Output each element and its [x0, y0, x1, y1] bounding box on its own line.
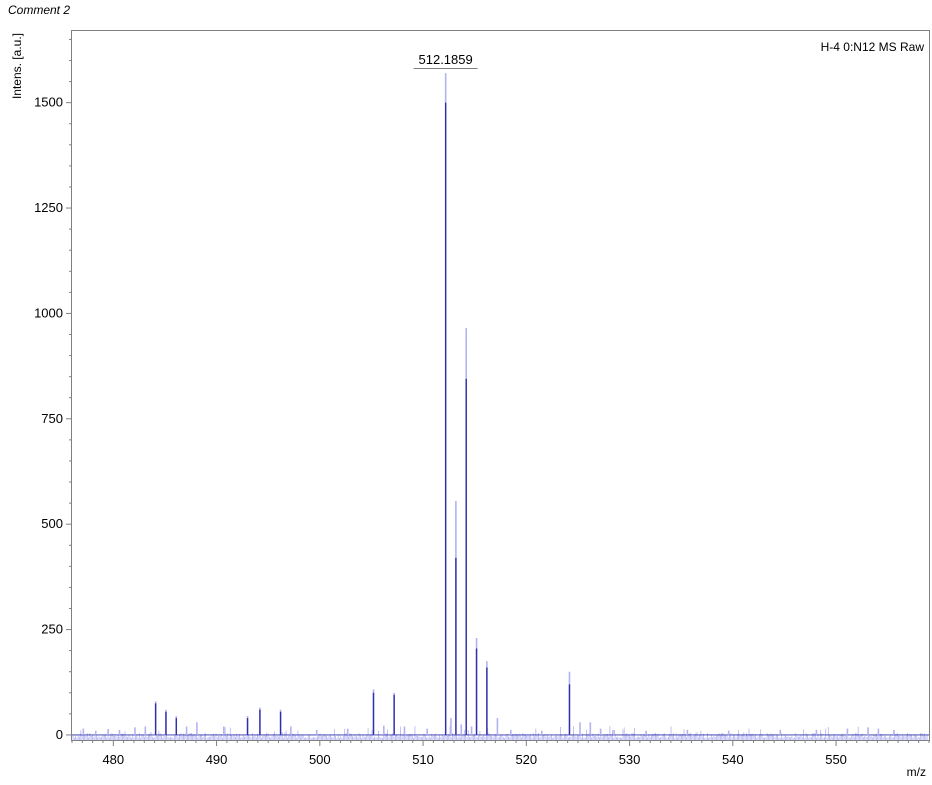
series-legend-label: H-4 0:N12 MS Raw [821, 40, 925, 54]
plot-frame [71, 30, 930, 741]
y-tick-label: 500 [41, 516, 63, 531]
x-axis-label: m/z [907, 765, 926, 779]
x-axis: 480 490 500 510 520 530 540 550 [71, 740, 930, 767]
y-axis: 0 250 500 750 1000 1250 1500 [34, 38, 72, 742]
x-tick-label: 550 [825, 752, 847, 767]
x-tick-label: 500 [309, 752, 331, 767]
y-tick-label: 250 [41, 622, 63, 637]
x-tick-label: 480 [102, 752, 124, 767]
baseline-noise [72, 726, 928, 740]
x-tick-label: 490 [206, 752, 228, 767]
y-tick-label: 0 [56, 727, 63, 742]
y-tick-label: 1250 [34, 200, 63, 215]
x-tick-label: 540 [722, 752, 744, 767]
peak-annotation: 512.1859 [413, 52, 478, 69]
y-tick-label: 1500 [34, 95, 63, 110]
peak-label: 512.1859 [419, 52, 473, 67]
x-tick-label: 510 [412, 752, 434, 767]
y-axis-label: Intens. [a.u.] [10, 33, 24, 99]
comment-title: Comment 2 [8, 3, 71, 17]
x-tick-label: 520 [515, 752, 537, 767]
y-tick-label: 750 [41, 411, 63, 426]
y-tick-label: 1000 [34, 305, 63, 320]
raw-trace-series [72, 73, 929, 740]
x-tick-label: 530 [619, 752, 641, 767]
centroid-series [154, 102, 571, 735]
